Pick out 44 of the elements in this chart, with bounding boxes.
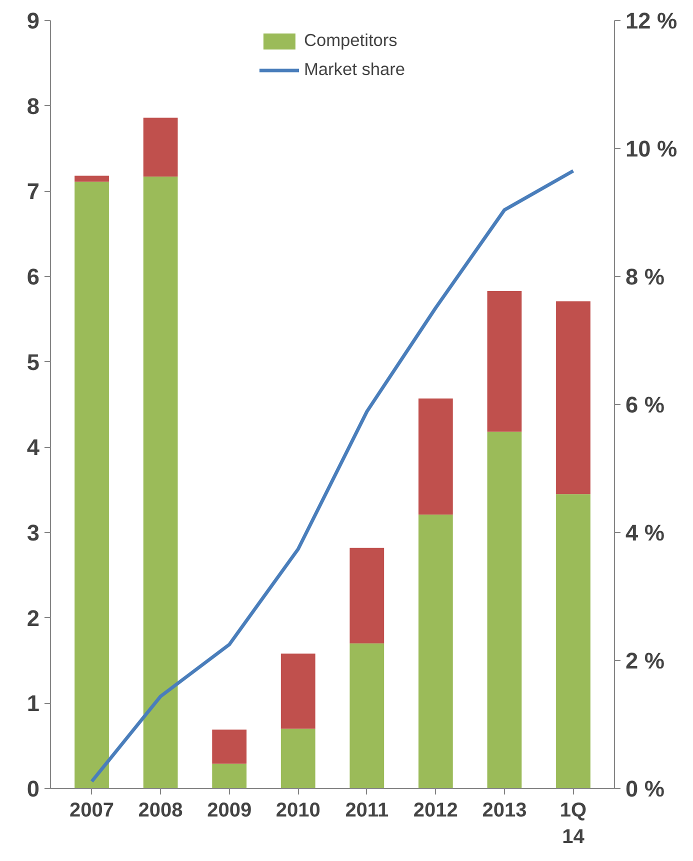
bar (143, 118, 178, 177)
bar (74, 182, 109, 788)
bar (556, 301, 590, 494)
bar (487, 291, 522, 432)
y-tick-label: 2 (26, 604, 40, 631)
bar (350, 548, 384, 644)
x-tick-label: 2011 (345, 800, 389, 822)
bar (212, 730, 247, 764)
y-tick-label: 6 (26, 264, 40, 290)
bar (418, 398, 453, 515)
y-tick-label: 7 (26, 178, 40, 204)
line-series (90, 169, 575, 784)
x-tick-label: 2013 (482, 800, 527, 822)
y2-tick-label: 2 % (626, 648, 665, 674)
x-tick-label: 2008 (138, 800, 183, 822)
legend-label: Market share (304, 59, 406, 80)
x-tick-label: 2012 (413, 800, 458, 822)
x-tick-label: 2009 (207, 800, 252, 822)
y-tick-label: 9 (26, 8, 40, 34)
y-tick-label: 4 (26, 434, 40, 460)
x-tick-label: 1Q 14 (560, 800, 587, 848)
bar (487, 432, 522, 788)
y-tick-label: 5 (26, 348, 40, 375)
y-tick-label: 0 (26, 776, 40, 802)
bar (143, 176, 178, 788)
legend-label: Competitors (304, 30, 398, 51)
y-tick-label: 1 (26, 690, 40, 716)
bar (350, 643, 384, 788)
y2-tick-label: 0 % (626, 776, 665, 802)
y2-tick-label: 4 % (626, 520, 665, 546)
x-tick-label: 2010 (276, 800, 320, 822)
y2-tick-label: 12 % (626, 8, 678, 34)
bar (556, 494, 590, 788)
bar (212, 764, 247, 788)
bar (418, 514, 453, 788)
bar (280, 654, 316, 729)
y2-tick-label: 6 % (626, 392, 665, 418)
x-tick-label: 2007 (70, 800, 114, 822)
bar (280, 728, 316, 788)
y2-tick-label: 10 % (626, 136, 678, 162)
y-tick-label: 8 (26, 92, 40, 119)
y-tick-label: 3 (26, 520, 40, 546)
bar (74, 176, 109, 182)
y2-tick-label: 8 % (626, 264, 665, 290)
